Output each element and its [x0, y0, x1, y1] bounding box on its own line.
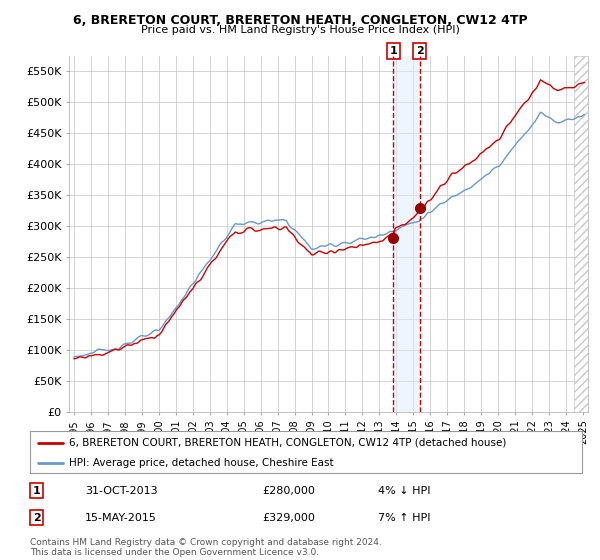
- Bar: [574, 56, 588, 412]
- Text: HPI: Average price, detached house, Cheshire East: HPI: Average price, detached house, Ches…: [68, 458, 333, 468]
- Text: £329,000: £329,000: [262, 513, 315, 522]
- Text: 15-MAY-2015: 15-MAY-2015: [85, 513, 157, 522]
- Bar: [394, 56, 419, 412]
- Text: 6, BRERETON COURT, BRERETON HEATH, CONGLETON, CW12 4TP (detached house): 6, BRERETON COURT, BRERETON HEATH, CONGL…: [68, 438, 506, 448]
- Text: £280,000: £280,000: [262, 486, 315, 496]
- Text: 31-OCT-2013: 31-OCT-2013: [85, 486, 158, 496]
- Text: 2: 2: [33, 513, 40, 522]
- Text: Contains HM Land Registry data © Crown copyright and database right 2024.
This d: Contains HM Land Registry data © Crown c…: [30, 538, 382, 557]
- Text: 6, BRERETON COURT, BRERETON HEATH, CONGLETON, CW12 4TP: 6, BRERETON COURT, BRERETON HEATH, CONGL…: [73, 14, 527, 27]
- Text: 1: 1: [33, 486, 40, 496]
- Text: 7% ↑ HPI: 7% ↑ HPI: [378, 513, 430, 522]
- Text: Price paid vs. HM Land Registry's House Price Index (HPI): Price paid vs. HM Land Registry's House …: [140, 25, 460, 35]
- Text: 4% ↓ HPI: 4% ↓ HPI: [378, 486, 430, 496]
- Text: 1: 1: [389, 46, 397, 56]
- Text: 2: 2: [416, 46, 424, 56]
